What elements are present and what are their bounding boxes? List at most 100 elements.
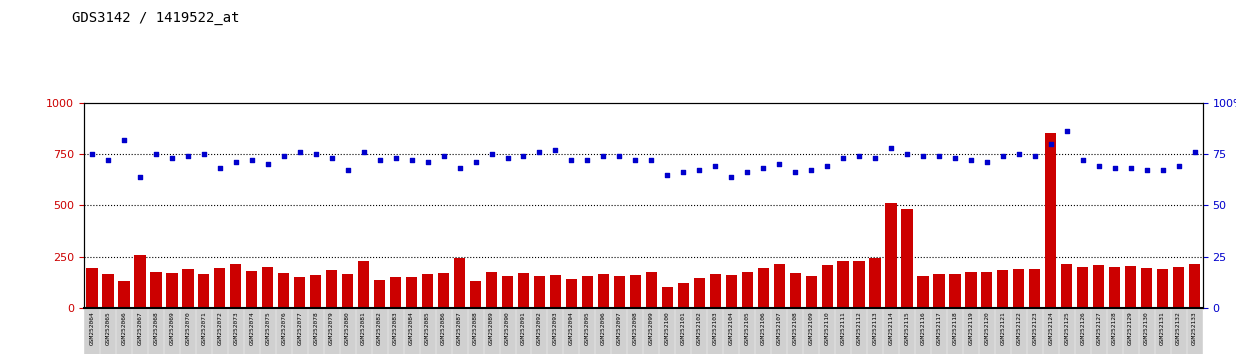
Point (849, 153, 869, 159)
Point (146, 151, 166, 157)
Bar (997, 270, 1009, 308)
Text: GSM252096: GSM252096 (601, 311, 606, 345)
Text: GSM252069: GSM252069 (169, 311, 174, 345)
Bar (391, 277, 402, 308)
Text: GSM252117: GSM252117 (937, 311, 942, 345)
Bar (550, 275, 561, 308)
Bar (183, 269, 194, 308)
Text: GSM252131: GSM252131 (1161, 311, 1166, 345)
Bar (1046, 133, 1057, 308)
Text: GSM252128: GSM252128 (1112, 311, 1117, 345)
Text: GSM252079: GSM252079 (329, 311, 334, 345)
Bar (630, 275, 641, 308)
Point (658, 172, 677, 177)
Text: GSM252125: GSM252125 (1064, 311, 1069, 345)
Point (976, 159, 996, 165)
Text: GSM252076: GSM252076 (282, 311, 287, 345)
Point (1025, 153, 1044, 159)
Point (674, 170, 693, 175)
Point (321, 155, 341, 161)
Point (1105, 166, 1125, 171)
Point (82, 151, 101, 157)
Point (897, 151, 917, 157)
Text: GSM252118: GSM252118 (953, 311, 958, 345)
Point (881, 145, 901, 151)
Bar (838, 261, 849, 308)
Point (817, 164, 837, 169)
Bar (917, 276, 928, 308)
Text: GSM252090: GSM252090 (506, 311, 510, 345)
Bar (358, 261, 370, 308)
Text: GSM252120: GSM252120 (984, 311, 989, 345)
Text: GSM252091: GSM252091 (522, 311, 527, 345)
Text: GSM252075: GSM252075 (266, 311, 271, 345)
Text: GSM252089: GSM252089 (489, 311, 494, 345)
Bar (502, 276, 513, 308)
Point (1137, 167, 1157, 173)
Point (258, 161, 278, 167)
Point (641, 157, 661, 163)
Bar (1173, 267, 1184, 308)
Bar (614, 276, 625, 308)
Text: GSM252082: GSM252082 (377, 311, 382, 345)
Bar (246, 271, 257, 308)
Point (482, 151, 502, 157)
Point (1121, 166, 1141, 171)
Bar (1157, 269, 1168, 308)
Point (722, 174, 742, 179)
Text: GSM252112: GSM252112 (857, 311, 861, 345)
Point (609, 153, 629, 159)
Bar (214, 268, 225, 308)
Text: GSM252074: GSM252074 (250, 311, 255, 345)
Bar (582, 276, 593, 308)
Text: GSM252103: GSM252103 (713, 311, 718, 345)
Bar (933, 274, 944, 308)
Point (466, 159, 486, 165)
Text: GDS3142 / 1419522_at: GDS3142 / 1419522_at (72, 11, 240, 25)
Text: GSM252105: GSM252105 (745, 311, 750, 345)
Bar (1093, 265, 1104, 308)
Point (913, 153, 933, 159)
Text: GSM252073: GSM252073 (234, 311, 239, 345)
Text: GSM252095: GSM252095 (585, 311, 590, 345)
Bar (965, 272, 976, 308)
Text: GSM252111: GSM252111 (840, 311, 845, 345)
Text: GSM252110: GSM252110 (824, 311, 829, 345)
Text: GSM252113: GSM252113 (873, 311, 878, 345)
Text: GSM252114: GSM252114 (889, 311, 894, 345)
Bar (885, 203, 896, 308)
Point (529, 149, 549, 155)
Text: GSM252109: GSM252109 (808, 311, 813, 345)
Bar (454, 258, 465, 308)
Point (833, 155, 853, 161)
Text: GSM252121: GSM252121 (1000, 311, 1005, 345)
Point (290, 149, 310, 155)
Text: GSM252132: GSM252132 (1177, 311, 1182, 345)
Bar (1125, 266, 1136, 308)
Bar (438, 273, 449, 308)
Text: GSM252115: GSM252115 (905, 311, 910, 345)
Point (946, 155, 965, 161)
Bar (598, 274, 609, 308)
Point (993, 153, 1012, 159)
Bar (774, 264, 785, 308)
Point (226, 159, 246, 165)
Bar (262, 267, 273, 308)
Text: GSM252100: GSM252100 (665, 311, 670, 345)
Bar (198, 274, 209, 308)
Bar (1030, 269, 1041, 308)
Bar (119, 281, 130, 308)
Text: GSM252098: GSM252098 (633, 311, 638, 345)
Bar (661, 287, 672, 308)
Text: GSM252108: GSM252108 (792, 311, 797, 345)
Point (162, 155, 182, 161)
Bar (151, 272, 162, 308)
Point (593, 153, 613, 159)
Point (1153, 167, 1173, 173)
Point (370, 157, 389, 163)
Point (690, 167, 709, 173)
Bar (407, 277, 418, 308)
Point (1185, 149, 1205, 155)
Text: GSM252130: GSM252130 (1145, 311, 1149, 345)
Bar (375, 280, 386, 308)
